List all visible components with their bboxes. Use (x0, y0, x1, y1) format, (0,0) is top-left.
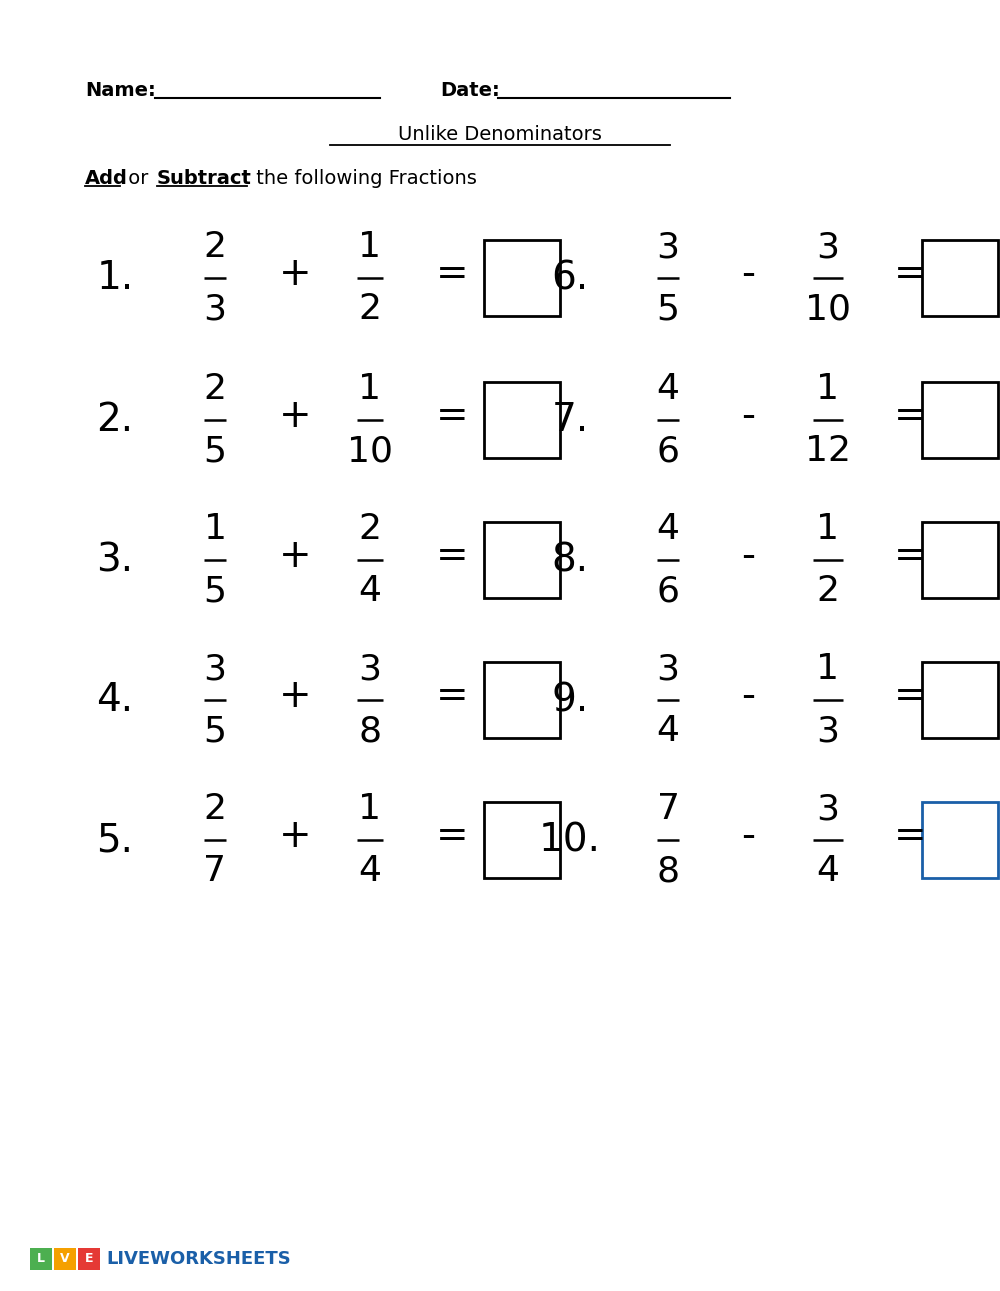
Text: =: = (436, 817, 468, 855)
Text: -: - (741, 256, 755, 293)
Text: 4: 4 (816, 855, 840, 888)
Text: 4.: 4. (96, 680, 134, 719)
Text: 9.: 9. (551, 680, 589, 719)
Text: +: + (279, 817, 311, 855)
Text: 7: 7 (204, 855, 226, 888)
Bar (484, 382, 560, 458)
Text: 1: 1 (816, 513, 840, 546)
Text: 2.: 2. (96, 402, 134, 439)
Text: 5: 5 (204, 434, 226, 469)
Text: 5: 5 (204, 574, 226, 608)
Bar (922, 240, 998, 316)
Text: 2: 2 (204, 372, 226, 405)
Text: V: V (60, 1252, 70, 1265)
Text: +: + (279, 537, 311, 574)
Text: 6.: 6. (551, 259, 589, 297)
Text: 3: 3 (656, 652, 680, 686)
Text: 1: 1 (816, 372, 840, 405)
Bar (922, 522, 998, 598)
Text: 3: 3 (816, 714, 840, 747)
Text: Date:: Date: (440, 80, 500, 99)
Text: =: = (436, 676, 468, 715)
Text: Subtract: Subtract (157, 169, 252, 187)
Text: 6: 6 (656, 434, 680, 469)
Text: +: + (279, 398, 311, 435)
Text: 5: 5 (656, 292, 680, 327)
Text: 1: 1 (358, 372, 382, 405)
Text: Add: Add (85, 169, 128, 187)
Text: =: = (436, 256, 468, 293)
Text: Unlike Denominators: Unlike Denominators (398, 125, 602, 145)
Text: 3: 3 (204, 292, 226, 327)
Text: 10.: 10. (539, 821, 601, 859)
Text: 6: 6 (656, 574, 680, 608)
Text: 1: 1 (816, 652, 840, 686)
Text: -: - (741, 537, 755, 574)
Text: 3: 3 (358, 652, 382, 686)
Text: 4: 4 (656, 513, 680, 546)
Bar (54, 1248, 76, 1270)
Text: 7.: 7. (551, 402, 589, 439)
Text: =: = (894, 398, 926, 435)
Bar (922, 662, 998, 738)
Text: =: = (436, 537, 468, 574)
Bar (484, 662, 560, 738)
Text: 4: 4 (358, 574, 382, 608)
Text: 2: 2 (358, 513, 382, 546)
Text: 2: 2 (204, 230, 226, 263)
Text: or: or (122, 169, 155, 187)
Bar (78, 1248, 100, 1270)
Text: 3.: 3. (96, 541, 134, 578)
Text: 3: 3 (816, 230, 840, 263)
Text: 1.: 1. (96, 259, 134, 297)
Bar (922, 802, 998, 878)
Text: 2: 2 (204, 791, 226, 826)
Text: 1: 1 (358, 230, 382, 263)
Bar (484, 802, 560, 878)
Text: the following Fractions: the following Fractions (250, 169, 477, 187)
Text: 3: 3 (204, 652, 226, 686)
Text: 8: 8 (358, 714, 382, 747)
Text: -: - (741, 817, 755, 855)
Text: 4: 4 (358, 855, 382, 888)
Text: 5: 5 (204, 714, 226, 747)
Text: 4: 4 (656, 714, 680, 747)
Text: 2: 2 (816, 574, 840, 608)
Text: 10: 10 (805, 292, 851, 327)
Text: 10: 10 (347, 434, 393, 469)
Bar (484, 240, 560, 316)
Text: 3: 3 (656, 230, 680, 263)
Text: E: E (85, 1252, 93, 1265)
Text: 2: 2 (358, 292, 382, 327)
Text: 4: 4 (656, 372, 680, 405)
Text: =: = (894, 537, 926, 574)
Text: +: + (279, 256, 311, 293)
Text: 12: 12 (805, 434, 851, 469)
Text: -: - (741, 676, 755, 715)
Text: 8: 8 (656, 855, 680, 888)
Bar (484, 522, 560, 598)
Text: =: = (436, 398, 468, 435)
Text: -: - (741, 398, 755, 435)
Bar (30, 1248, 52, 1270)
Text: 1: 1 (204, 513, 226, 546)
Text: =: = (894, 676, 926, 715)
Text: 1: 1 (358, 791, 382, 826)
Text: L: L (37, 1252, 45, 1265)
Text: Name:: Name: (85, 80, 156, 99)
Text: 3: 3 (816, 791, 840, 826)
Bar (922, 382, 998, 458)
Text: 7: 7 (656, 791, 680, 826)
Text: =: = (894, 256, 926, 293)
Text: 8.: 8. (551, 541, 589, 578)
Text: LIVEWORKSHEETS: LIVEWORKSHEETS (106, 1250, 291, 1268)
Text: +: + (279, 676, 311, 715)
Text: 5.: 5. (96, 821, 134, 859)
Text: =: = (894, 817, 926, 855)
